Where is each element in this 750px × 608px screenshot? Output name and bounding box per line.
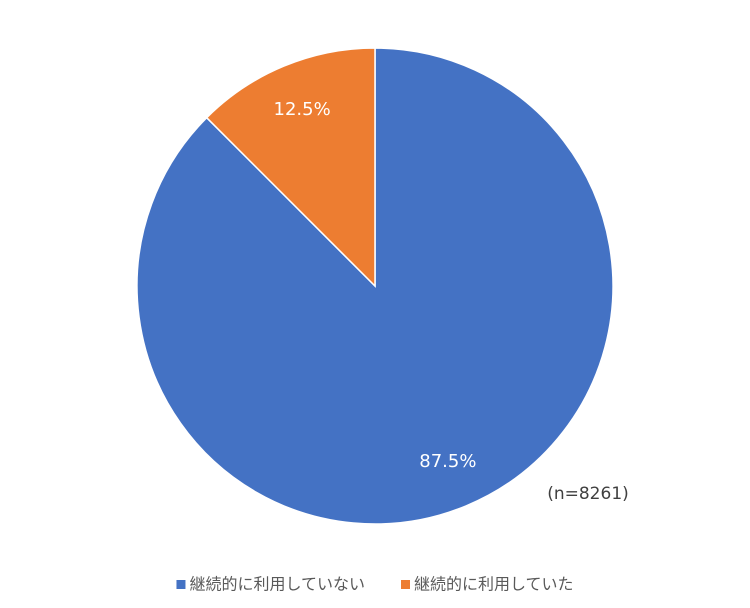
legend-label: 継続的に利用していない	[189, 575, 365, 594]
data-label: 87.5%	[419, 451, 476, 472]
annotation: (n=8261)	[547, 484, 629, 504]
legend-label: 継続的に利用していた	[414, 575, 574, 594]
legend-swatch	[176, 580, 186, 589]
legend-swatch	[401, 580, 410, 589]
data-label: 12.5%	[274, 99, 331, 120]
pie-slice	[205, 47, 376, 288]
